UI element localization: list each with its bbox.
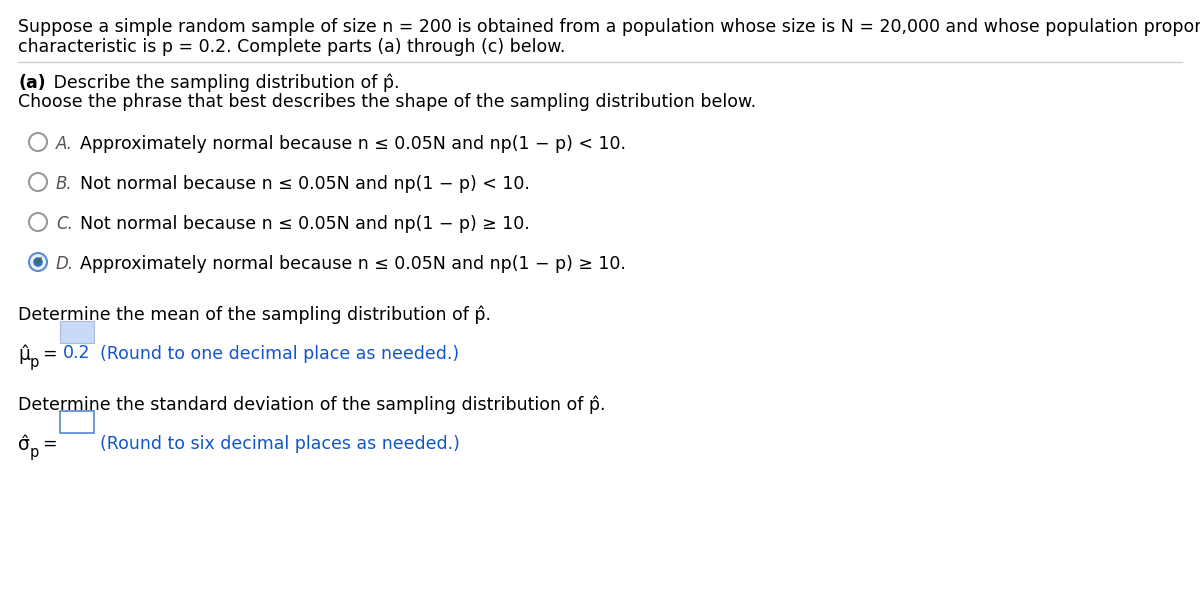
Text: Choose the phrase that best describes the shape of the sampling distribution bel: Choose the phrase that best describes th… (18, 93, 756, 111)
Text: characteristic is p = 0.2. Complete parts (a) through (c) below.: characteristic is p = 0.2. Complete part… (18, 38, 565, 56)
Text: Not normal because n ≤ 0.05N and np(1 − p) < 10.: Not normal because n ≤ 0.05N and np(1 − … (80, 175, 530, 193)
Text: =: = (42, 435, 56, 453)
Bar (60, 411, 94, 433)
Text: Suppose a simple random sample of size n = 200 is obtained from a population who: Suppose a simple random sample of size n… (18, 18, 1200, 36)
Text: =: = (42, 345, 56, 363)
Text: Not normal because n ≤ 0.05N and np(1 − p) ≥ 10.: Not normal because n ≤ 0.05N and np(1 − … (80, 215, 529, 233)
Text: ✓: ✓ (32, 255, 43, 269)
Text: Determine the mean of the sampling distribution of p̂.: Determine the mean of the sampling distr… (18, 305, 491, 323)
Text: C.: C. (56, 215, 73, 233)
Text: D.: D. (56, 255, 74, 273)
Text: Describe the sampling distribution of p̂.: Describe the sampling distribution of p̂… (48, 74, 400, 92)
Text: 0.2: 0.2 (64, 344, 91, 362)
Text: (Round to one decimal place as needed.): (Round to one decimal place as needed.) (100, 345, 460, 363)
Circle shape (34, 258, 42, 266)
Text: μ̂: μ̂ (18, 345, 30, 365)
Text: Approximately normal because n ≤ 0.05N and np(1 − p) ≥ 10.: Approximately normal because n ≤ 0.05N a… (80, 255, 626, 273)
Text: Approximately normal because n ≤ 0.05N and np(1 − p) < 10.: Approximately normal because n ≤ 0.05N a… (80, 135, 626, 153)
Text: σ̂: σ̂ (18, 435, 30, 454)
Text: A.: A. (56, 135, 73, 153)
Circle shape (29, 253, 47, 271)
Text: p: p (30, 355, 40, 370)
Bar (60, 321, 94, 343)
Text: (a): (a) (18, 74, 46, 92)
Text: (Round to six decimal places as needed.): (Round to six decimal places as needed.) (100, 435, 460, 453)
Text: p: p (30, 445, 40, 460)
Text: Determine the standard deviation of the sampling distribution of p̂.: Determine the standard deviation of the … (18, 395, 606, 413)
Text: B.: B. (56, 175, 73, 193)
